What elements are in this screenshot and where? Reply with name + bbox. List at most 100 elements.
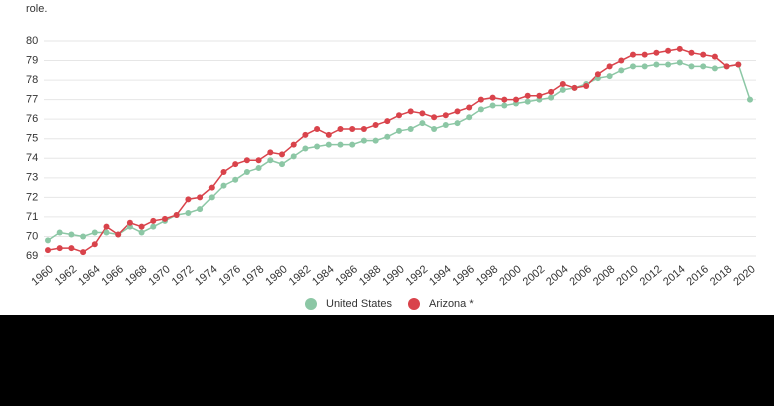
x-tick-label: 2018 — [708, 263, 734, 288]
x-tick-label: 1960 — [29, 263, 55, 288]
point — [559, 86, 566, 93]
point — [407, 108, 414, 115]
point — [700, 51, 707, 58]
x-tick-label: 2004 — [544, 263, 570, 288]
point — [337, 125, 344, 132]
x-tick-label: 1972 — [170, 263, 196, 288]
point — [630, 51, 636, 58]
point — [559, 81, 566, 87]
x-tick-label: 1988 — [357, 263, 383, 288]
point — [138, 229, 145, 236]
x-tick-label: 2000 — [497, 263, 523, 288]
point — [197, 194, 204, 201]
point — [325, 131, 332, 138]
point — [91, 241, 98, 248]
point — [676, 59, 683, 66]
point — [68, 245, 75, 252]
point — [349, 141, 356, 148]
x-tick-label: 1974 — [193, 263, 219, 288]
legend-swatch — [408, 298, 420, 310]
point — [115, 231, 122, 238]
point — [477, 106, 484, 113]
x-tick-label: 1978 — [240, 263, 266, 288]
point — [255, 157, 262, 164]
point — [431, 114, 438, 121]
y-tick-label: 79 — [26, 54, 38, 66]
point — [267, 157, 274, 164]
point — [665, 61, 672, 68]
point — [325, 141, 332, 148]
point — [197, 206, 204, 213]
point — [466, 104, 473, 111]
point — [536, 92, 543, 99]
point — [548, 94, 555, 101]
point — [489, 94, 496, 101]
point — [185, 210, 192, 216]
point — [641, 63, 648, 70]
point — [606, 63, 613, 70]
point — [454, 120, 461, 127]
point — [501, 102, 508, 109]
point — [243, 168, 250, 175]
x-tick-label: 2020 — [731, 263, 757, 288]
point — [45, 247, 51, 254]
x-tick-label: 2016 — [685, 263, 711, 288]
y-tick-label: 73 — [26, 172, 38, 184]
point — [594, 71, 601, 78]
legend-label: Arizona * — [429, 298, 474, 310]
legend-swatch — [305, 298, 317, 310]
point — [711, 53, 718, 60]
y-tick-label: 76 — [26, 113, 38, 125]
point — [618, 57, 625, 64]
point — [103, 223, 110, 230]
point — [302, 131, 309, 138]
x-tick-label: 1996 — [451, 263, 477, 288]
point — [80, 233, 87, 240]
point — [173, 211, 180, 218]
y-tick-label: 71 — [26, 211, 38, 223]
x-tick-label: 1982 — [287, 263, 313, 288]
y-tick-label: 80 — [26, 35, 38, 47]
point — [162, 215, 168, 222]
point — [688, 63, 695, 70]
point — [442, 112, 449, 119]
x-tick-label: 1990 — [380, 263, 406, 288]
y-tick-label: 70 — [26, 230, 38, 242]
point — [150, 223, 157, 230]
point — [396, 112, 402, 119]
point — [513, 96, 519, 103]
point — [431, 125, 438, 132]
point — [466, 114, 473, 121]
y-tick-label: 74 — [26, 152, 38, 164]
x-tick-label: 1970 — [146, 263, 172, 288]
y-tick-label: 72 — [26, 191, 38, 203]
point — [653, 61, 660, 68]
point — [548, 88, 555, 95]
point — [232, 161, 239, 168]
point — [641, 51, 648, 58]
point — [372, 137, 379, 144]
point — [723, 63, 730, 70]
point — [279, 161, 285, 168]
point — [653, 49, 660, 56]
point — [68, 231, 75, 238]
x-tick-label: 2014 — [661, 263, 687, 288]
point — [360, 125, 367, 132]
point — [477, 96, 484, 103]
point — [208, 194, 215, 201]
x-tick-label: 1992 — [404, 263, 430, 288]
point — [407, 125, 414, 132]
point — [524, 92, 531, 99]
point — [419, 110, 426, 117]
point — [396, 127, 402, 134]
legend-label: United States — [326, 298, 393, 310]
point — [126, 219, 133, 226]
point — [700, 63, 707, 70]
point — [665, 47, 672, 54]
black-area — [0, 315, 774, 406]
point — [630, 63, 636, 70]
point — [419, 120, 426, 127]
point — [208, 184, 215, 191]
point — [489, 102, 496, 109]
